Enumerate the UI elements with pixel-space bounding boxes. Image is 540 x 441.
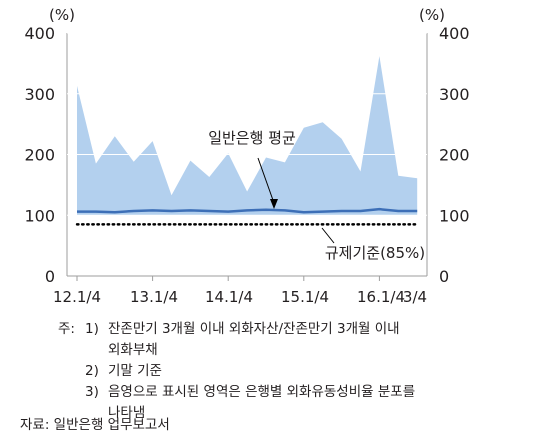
chart: 0 0 100 100 200 200 300 300 400 400 12.1/4 13.1/4 14… — [24, 6, 470, 306]
x-tick-label: 12.1/4 — [53, 288, 101, 306]
note-2-text: 기말 기준 — [108, 363, 162, 379]
note-prefix: 주: — [58, 321, 75, 337]
footnotes: 주: 1) 잔존만기 3개월 이내 외화자산/잔존만기 3개월 이내 외화부채 … — [58, 319, 415, 424]
x-tick-label: 3/4 — [403, 288, 427, 306]
regulation-label: 규제기준(85%) — [325, 244, 425, 262]
y-unit-left: (%) — [49, 6, 75, 24]
average-line — [77, 207, 418, 214]
x-tick-label: 15.1/4 — [281, 288, 329, 306]
note-1-continuation: 외화부채 — [108, 342, 158, 358]
x-tick-label: 16.1/4 — [357, 288, 405, 306]
average-pointer — [257, 157, 275, 204]
y-tick-label-right: 300 — [439, 85, 470, 104]
y-tick-label-left: 200 — [24, 146, 55, 165]
note-3: 3) 음영으로 표시된 영역은 은행별 외화유동성비율 분포를 — [58, 382, 415, 403]
y-tick-label-right: 200 — [439, 146, 470, 165]
note-2: 2) 기말 기준 — [58, 361, 415, 382]
y-tick-label-right: 400 — [439, 24, 470, 43]
x-tick-label: 14.1/4 — [205, 288, 253, 306]
y-tick-label-left: 0 — [45, 267, 55, 286]
average-pointer-head — [270, 199, 278, 209]
regulation-pointer — [321, 227, 335, 244]
source-note: 자료: 일반은행 업무보고서 — [20, 417, 170, 433]
y-tick-label-left: 300 — [24, 85, 55, 104]
x-tick-label: 13.1/4 — [130, 288, 178, 306]
y-tick-label-right: 0 — [439, 267, 449, 286]
y-tick-label-left: 100 — [24, 206, 55, 225]
note-1: 주: 1) 잔존만기 3개월 이내 외화자산/잔존만기 3개월 이내 — [58, 319, 415, 340]
note-1-text: 잔존만기 3개월 이내 외화자산/잔존만기 3개월 이내 — [108, 321, 400, 337]
note-3-text: 음영으로 표시된 영역은 은행별 외화유동성비율 분포를 — [108, 384, 416, 400]
y-tick-label-left: 400 — [24, 24, 55, 43]
y-unit-right: (%) — [419, 6, 445, 24]
note-3-continuation: 나타냄 — [108, 405, 146, 421]
y-tick-label-right: 100 — [439, 206, 470, 225]
note-2-number: 2) — [85, 363, 99, 379]
average-label: 일반은행 평균 — [208, 129, 296, 147]
note-3-number: 3) — [85, 384, 99, 400]
distribution-band — [77, 56, 418, 216]
note-1-number: 1) — [85, 321, 99, 337]
